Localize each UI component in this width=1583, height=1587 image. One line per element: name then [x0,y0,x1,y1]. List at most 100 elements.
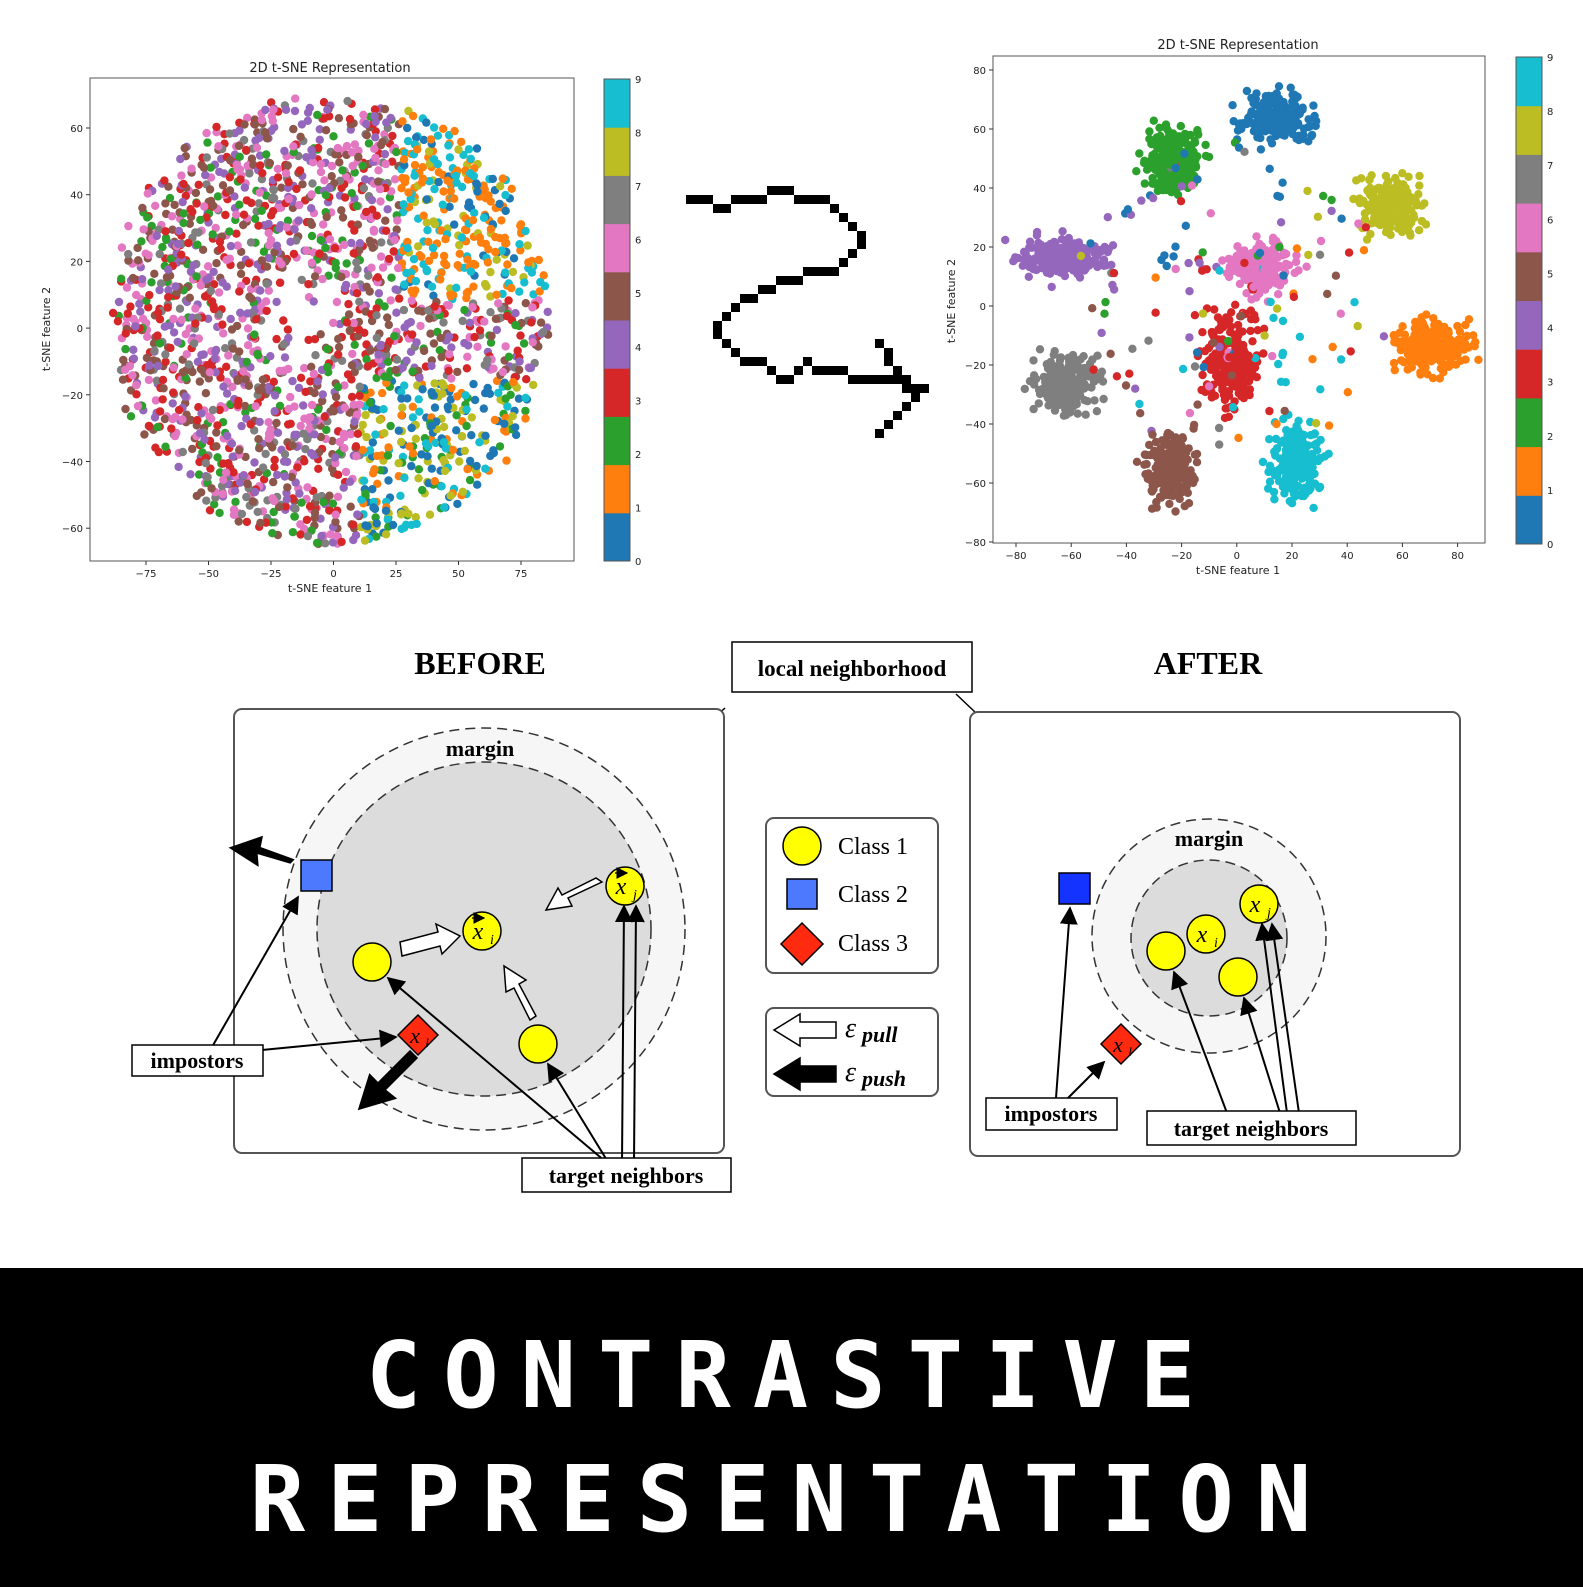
squiggle-arrow-pixel [794,276,803,285]
scatter-left-point [458,487,467,496]
scatter-left-point [257,115,267,125]
scatter-right-point [1042,248,1051,257]
scatter-right-point [1174,133,1183,142]
legend-push-sub: push [860,1066,906,1091]
scatter-left-point [261,297,271,306]
squiggle-arrow-pixel [875,429,884,438]
scatter-left-point [182,350,191,359]
scatter-left-point [390,332,399,341]
scatter-right-point [1281,249,1291,259]
scatter-left-point [369,503,378,512]
scatter-left-point [133,243,142,253]
scatter-left-point [350,140,360,149]
scatter-right-y-tick-label: 0 [980,302,986,313]
class1-circle-before-left [352,942,392,982]
scatter-left-point [186,267,196,276]
scatter-left-point [331,510,340,519]
scatter-left-point [252,315,261,324]
scatter-left-point [350,226,359,235]
scatter-left-point [482,282,491,291]
scatter-left-point [430,403,440,412]
scatter-left-point [381,506,391,515]
scatter-right-x-tick-label: 0 [1234,551,1240,562]
scatter-left-point [350,168,359,177]
scatter-left-point [155,315,165,324]
scatter-left-point [467,413,476,422]
scatter-left-points [108,94,553,549]
scatter-right-point [1249,282,1258,292]
target-neighbors-label-before: target neighbors [549,1163,704,1188]
scatter-right-point [1266,135,1275,144]
scatter-left-point [325,491,334,500]
scatter-left-point [368,438,377,447]
scatter-left-point [309,297,318,306]
scatter-right-point [1145,134,1154,144]
scatter-left-point [242,414,251,423]
xi-sub-before: i [490,933,494,948]
scatter-left-colorbar-swatch [604,79,630,128]
scatter-left-point [315,135,324,144]
scatter-left-point [429,339,439,348]
scatter-right-point [1256,145,1266,154]
scatter-right-point [1429,314,1438,323]
scatter-left-point [329,132,338,141]
scatter-left-point [416,321,425,331]
squiggle-arrow-pixel [839,258,848,267]
scatter-left-point [427,388,436,397]
scatter-left-point [483,355,492,365]
scatter-left-point [359,184,369,193]
scatter-left-point [270,247,279,257]
scatter-left-point [349,520,358,529]
scatter-left-point [412,133,421,142]
scatter-left-point [184,360,194,369]
scatter-left-point [489,446,498,455]
scatter-right-point [1169,481,1179,490]
scatter-left-point [437,482,446,491]
scatter-right-colorbar-swatch [1516,397,1542,448]
scatter-left-point [408,449,418,458]
scatter-right-point [1290,268,1299,278]
scatter-left-point [393,216,402,225]
scatter-right-point [1277,103,1286,113]
scatter-right-colorbar-tick-label: 5 [1547,269,1553,280]
scatter-left-point [361,410,370,420]
scatter-right-point [1184,499,1194,508]
scatter-left-point [350,340,359,349]
scatter-right-point [1142,450,1151,460]
scatter-right-point [1185,333,1194,342]
scatter-left-point [337,356,347,365]
scatter-left-point [189,339,199,348]
scatter-right-point [1312,116,1321,126]
scatter-left-point [178,368,187,377]
scatter-left-point [402,268,411,278]
scatter-right-point [1435,322,1445,331]
scatter-right-point [1291,101,1300,110]
scatter-right-point [1175,173,1185,183]
scatter-right-point [1279,271,1288,280]
scatter-left-point [395,294,404,303]
scatter-left-point [354,325,364,334]
scatter-right-point [1266,297,1275,307]
squiggle-arrow-pixel [875,375,884,384]
scatter-left-point [460,305,469,315]
scatter-left-point [465,475,475,485]
scatter-right-point [1150,149,1159,159]
scatter-left-point [153,331,162,340]
scatter-left-point [480,185,489,194]
scatter-right-point [1153,460,1162,469]
scatter-left-point [369,225,378,235]
squiggle-arrow-pixel [893,411,902,420]
scatter-right-point [1292,244,1302,253]
scatter-left-point [492,325,502,335]
scatter-right-point [1308,355,1317,364]
scatter-right-point [1101,297,1110,307]
scatter-left-point [427,464,436,473]
scatter-right-point [1280,406,1289,416]
scatter-left-point [490,415,500,425]
scatter-left-point [353,332,363,341]
scatter-left-point [475,326,485,335]
scatter-left-point [425,510,435,519]
scatter-right-point [1100,309,1109,318]
scatter-left-point [126,302,135,311]
scatter-right-point [1029,356,1038,365]
